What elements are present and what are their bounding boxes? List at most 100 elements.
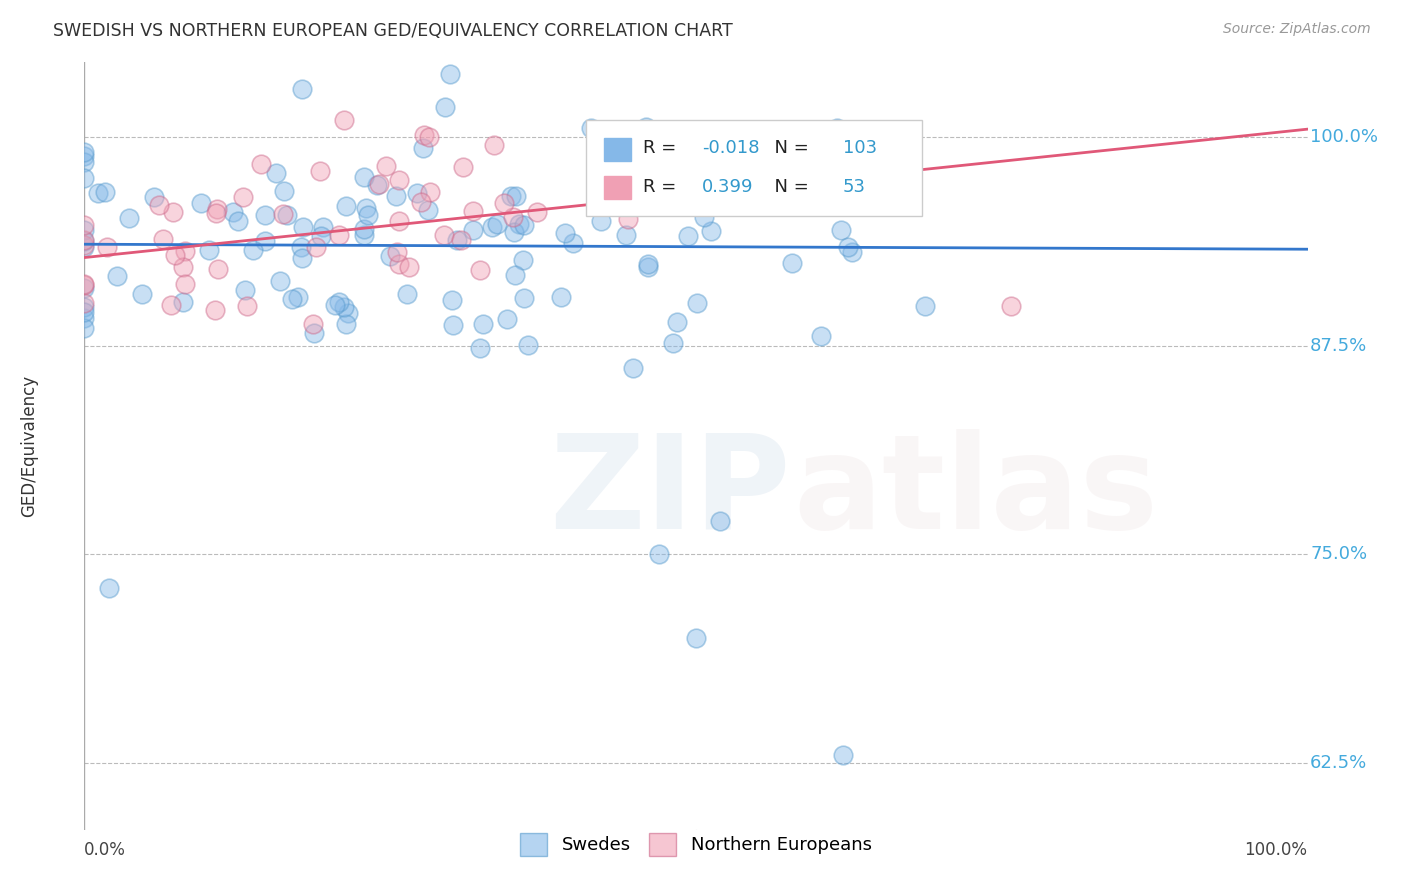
Text: 103: 103 xyxy=(842,139,877,157)
Point xyxy=(73,277,96,291)
Point xyxy=(73,170,96,185)
Point xyxy=(406,186,429,201)
Point xyxy=(384,189,406,203)
Point xyxy=(131,287,153,301)
Point xyxy=(678,167,700,181)
Point xyxy=(264,166,287,180)
Point xyxy=(333,113,356,128)
Point xyxy=(302,317,325,331)
Point xyxy=(666,315,689,329)
Point xyxy=(468,341,491,355)
Point xyxy=(419,185,441,199)
Point xyxy=(517,337,540,351)
Point xyxy=(683,171,706,186)
Point xyxy=(328,228,350,243)
Point xyxy=(162,205,184,219)
Point xyxy=(73,278,96,293)
Point xyxy=(614,227,637,242)
Point xyxy=(204,206,226,220)
Point xyxy=(73,218,96,232)
Point xyxy=(441,318,464,332)
Point xyxy=(250,157,273,171)
Point xyxy=(637,257,659,271)
Point xyxy=(97,581,120,595)
Point xyxy=(105,269,128,284)
Point xyxy=(581,121,603,136)
Text: atlas: atlas xyxy=(794,428,1159,556)
Point xyxy=(354,202,377,216)
Point xyxy=(87,186,110,200)
Point xyxy=(495,311,517,326)
Point xyxy=(461,222,484,236)
Point xyxy=(810,329,832,343)
Point xyxy=(73,295,96,310)
Point xyxy=(503,225,526,239)
Text: N =: N = xyxy=(763,178,814,195)
Point xyxy=(686,148,709,162)
Point xyxy=(837,240,859,254)
Point xyxy=(353,222,375,236)
Point xyxy=(634,120,657,134)
Point xyxy=(308,163,330,178)
Text: 53: 53 xyxy=(842,178,866,195)
Point xyxy=(505,268,527,282)
Point xyxy=(439,67,461,81)
Point xyxy=(513,291,536,305)
Point xyxy=(398,260,420,275)
Point xyxy=(561,235,583,250)
Point xyxy=(159,298,181,312)
Point xyxy=(290,240,312,254)
Text: ZIP: ZIP xyxy=(550,428,790,556)
Text: 87.5%: 87.5% xyxy=(1310,337,1367,355)
Point xyxy=(505,189,527,203)
Point xyxy=(242,243,264,257)
Point xyxy=(73,280,96,294)
FancyBboxPatch shape xyxy=(586,120,922,216)
Point xyxy=(914,299,936,313)
Point xyxy=(718,172,741,186)
Point xyxy=(676,229,699,244)
Point xyxy=(366,178,388,192)
Point xyxy=(204,302,226,317)
Point xyxy=(388,173,411,187)
Point xyxy=(409,194,432,209)
Point xyxy=(434,100,457,114)
Point xyxy=(233,284,256,298)
Point xyxy=(700,224,723,238)
Legend: Swedes, Northern Europeans: Swedes, Northern Europeans xyxy=(513,826,879,863)
Point xyxy=(378,249,401,263)
Point xyxy=(637,260,659,275)
Point xyxy=(486,217,509,231)
Point xyxy=(418,203,440,218)
Point xyxy=(693,210,716,224)
Point xyxy=(662,335,685,350)
Text: R =: R = xyxy=(644,139,682,157)
Point xyxy=(512,253,534,268)
Point xyxy=(418,130,440,145)
Point xyxy=(494,195,516,210)
Point xyxy=(1000,299,1022,313)
Point xyxy=(617,212,640,227)
Point xyxy=(468,263,491,277)
Point xyxy=(273,207,295,221)
FancyBboxPatch shape xyxy=(605,176,631,199)
Point xyxy=(453,160,475,174)
Point xyxy=(375,159,398,173)
Text: 100.0%: 100.0% xyxy=(1310,128,1378,146)
Point xyxy=(273,184,295,198)
Point xyxy=(198,243,221,257)
Point xyxy=(290,251,312,265)
Point xyxy=(235,299,257,313)
Point xyxy=(172,260,194,275)
Text: -0.018: -0.018 xyxy=(702,139,759,157)
Point xyxy=(461,203,484,218)
Point xyxy=(269,274,291,288)
Point xyxy=(337,306,360,320)
Point xyxy=(440,293,463,308)
Point xyxy=(367,177,389,191)
Point xyxy=(73,238,96,252)
Point xyxy=(481,220,503,235)
Point xyxy=(550,290,572,304)
Point xyxy=(287,290,309,304)
Point xyxy=(143,190,166,204)
